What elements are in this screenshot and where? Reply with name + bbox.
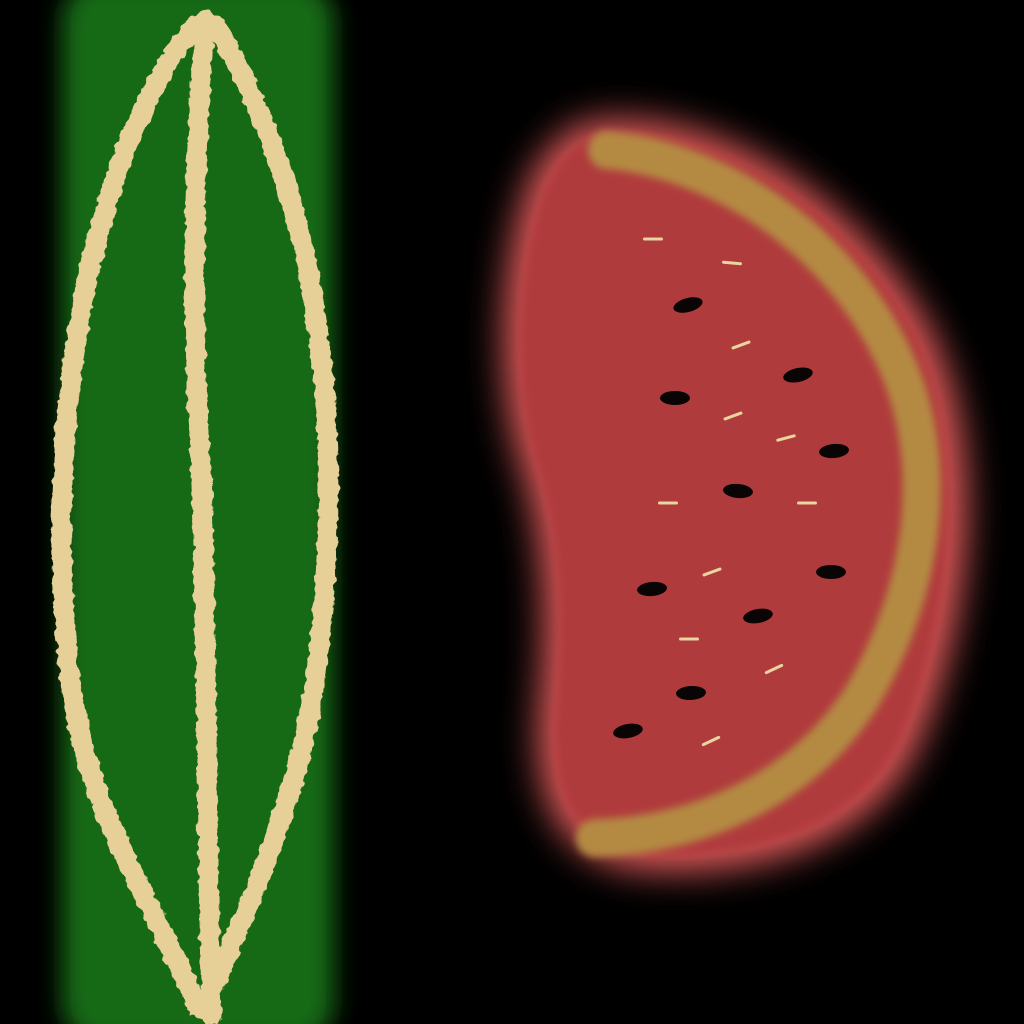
black-seed (637, 581, 667, 597)
white-seed (658, 501, 678, 505)
white-seed (723, 411, 743, 421)
watermelon-rind-stripes (51, 0, 339, 1024)
watermelon-slice (503, 119, 968, 872)
rind-stripes (51, 10, 339, 1024)
white-seed (722, 260, 742, 266)
rind-stripe (184, 10, 222, 1024)
black-seed (816, 565, 846, 579)
rind-stripe (198, 15, 339, 1010)
white-seed (702, 567, 722, 577)
white-seed (679, 637, 699, 641)
white-seed (643, 237, 663, 241)
black-seed (743, 608, 773, 624)
slice-rind (576, 131, 941, 857)
black-seed (676, 685, 706, 701)
black-seeds (613, 297, 849, 739)
white-seed (776, 434, 796, 442)
black-seed (673, 297, 703, 313)
rind-stripe (51, 15, 210, 1020)
black-seed (723, 483, 753, 499)
white-seed (701, 735, 721, 747)
white-seed (764, 663, 784, 675)
black-seed (660, 391, 690, 405)
white-seed (731, 340, 751, 350)
black-seed (819, 443, 849, 459)
black-seed (613, 723, 643, 739)
white-seeds (643, 237, 817, 747)
white-seed (797, 501, 817, 505)
black-seed (783, 367, 813, 383)
